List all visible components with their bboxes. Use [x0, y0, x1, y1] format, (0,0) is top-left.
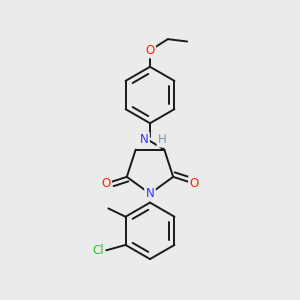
Text: O: O — [190, 177, 199, 190]
Text: N: N — [146, 187, 154, 200]
Text: Cl: Cl — [92, 244, 104, 257]
Text: N: N — [140, 133, 148, 146]
Text: O: O — [146, 44, 154, 57]
Text: O: O — [101, 177, 110, 190]
Text: H: H — [158, 133, 167, 146]
